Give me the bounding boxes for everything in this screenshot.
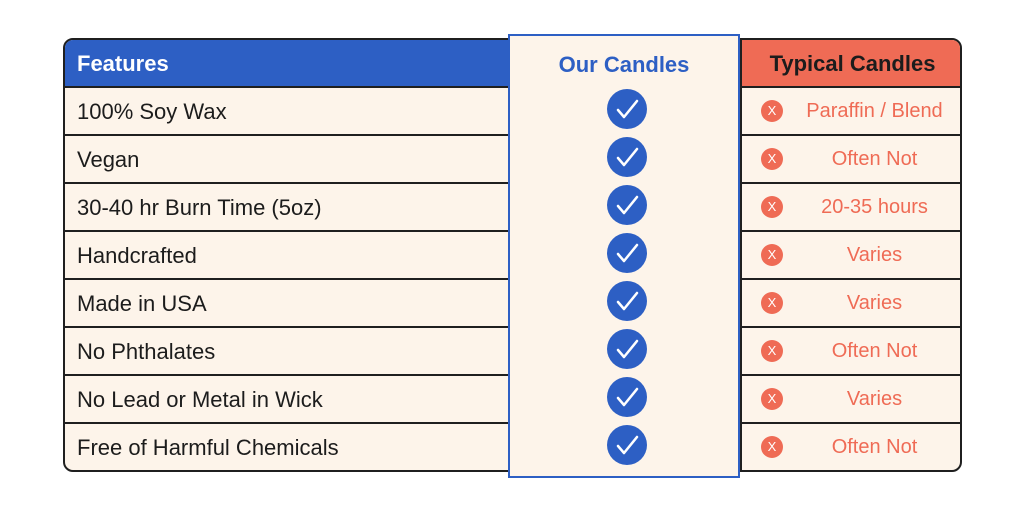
check-circle-icon (607, 281, 647, 321)
feature-label: Free of Harmful Chemicals (77, 435, 339, 460)
typical-value: Paraffin / Blend (806, 100, 943, 122)
typical-value: Often Not (831, 340, 918, 362)
check-circle-icon (607, 233, 647, 273)
check-circle-icon (607, 185, 647, 225)
typical-cell: X Varies (741, 232, 960, 278)
our-candles-column: Our Candles (508, 34, 740, 478)
check-circle-icon (607, 425, 647, 465)
typical-cell: X Varies (741, 376, 960, 422)
feature-label: 30-40 hr Burn Time (5oz) (77, 195, 322, 220)
check-circle-icon (607, 137, 647, 177)
typical-value: Often Not (831, 148, 918, 170)
our-candles-header-label: Our Candles (558, 52, 690, 77)
x-circle-icon: X (761, 100, 783, 122)
check-circle-icon (607, 89, 647, 129)
typical-value: Varies (846, 292, 903, 314)
x-circle-icon: X (761, 196, 783, 218)
typical-candles-header-label: Typical Candles (769, 51, 936, 76)
typical-cell: X Paraffin / Blend (741, 88, 960, 134)
x-circle-icon: X (761, 292, 783, 314)
typical-value: Often Not (831, 436, 918, 458)
typical-cell: X Often Not (741, 424, 960, 470)
feature-label: Handcrafted (77, 243, 197, 268)
check-circle-icon (607, 377, 647, 417)
typical-value: 20-35 hours (821, 196, 928, 218)
feature-label: No Phthalates (77, 339, 216, 364)
typical-cell: X Often Not (741, 136, 960, 182)
feature-label: No Lead or Metal in Wick (77, 387, 323, 412)
column-divider (740, 38, 742, 472)
check-circle-icon (607, 329, 647, 369)
x-circle-icon: X (761, 148, 783, 170)
typical-value: Varies (846, 388, 903, 410)
feature-label: 100% Soy Wax (77, 99, 227, 124)
feature-label: Vegan (77, 147, 140, 172)
typical-candles-header: Typical Candles (741, 40, 960, 88)
x-circle-icon: X (761, 244, 783, 266)
x-circle-icon: X (761, 388, 783, 410)
feature-label: Made in USA (77, 291, 207, 316)
features-header-label: Features (77, 51, 169, 76)
typical-cell: X 20-35 hours (741, 184, 960, 230)
features-header: Features (65, 40, 511, 88)
typical-cell: X Varies (741, 280, 960, 326)
typical-value: Varies (846, 244, 903, 266)
x-circle-icon: X (761, 340, 783, 362)
table-row: Free of Harmful Chemicals X Often Not (65, 424, 960, 470)
typical-cell: X Often Not (741, 328, 960, 374)
x-circle-icon: X (761, 436, 783, 458)
